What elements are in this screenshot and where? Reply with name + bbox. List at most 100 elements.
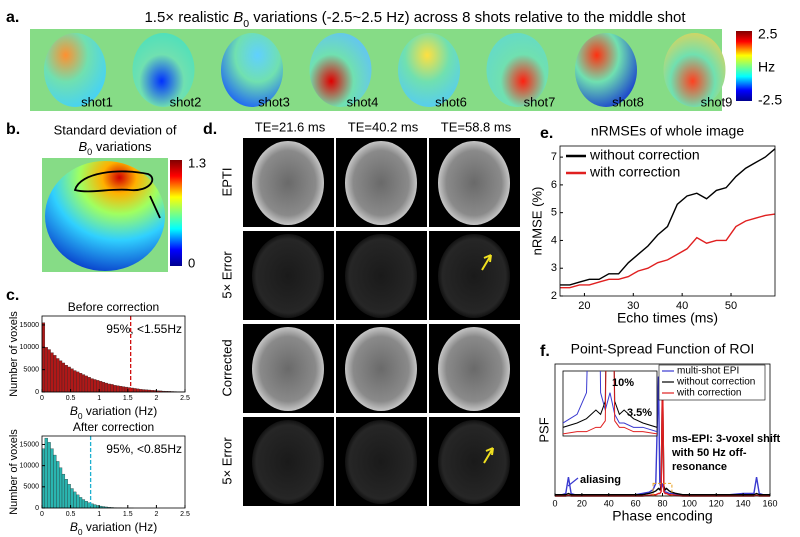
x-axis-label: B0 variation (Hz) bbox=[70, 520, 157, 537]
histogram-bar bbox=[79, 497, 83, 509]
histogram-bar bbox=[53, 454, 57, 509]
text-part: B bbox=[70, 404, 78, 418]
shot-label: shot6 bbox=[435, 94, 467, 109]
x-tick-label: 2.5 bbox=[180, 511, 190, 518]
arrow bbox=[481, 254, 492, 271]
panel-label: f. bbox=[540, 343, 550, 360]
histogram-bar bbox=[56, 461, 60, 509]
x-tick-label: 2 bbox=[154, 511, 158, 518]
inset-annotation: 3.5% bbox=[627, 407, 652, 419]
x-tick-label: 0 bbox=[552, 498, 557, 508]
shot-label: shot3 bbox=[258, 94, 290, 109]
text-part: variation (Hz) bbox=[83, 520, 158, 534]
legend-label: without correction bbox=[676, 377, 755, 388]
text-part: B bbox=[79, 139, 88, 154]
field-map bbox=[575, 33, 637, 107]
histogram-bar bbox=[116, 385, 120, 393]
chart-title: Before correction bbox=[68, 300, 159, 314]
annotation-arrow bbox=[567, 477, 579, 487]
brain-image bbox=[252, 141, 324, 225]
y-tick-label: 3 bbox=[551, 262, 557, 274]
text-part: variation (Hz) bbox=[83, 404, 158, 418]
text-part: 0 bbox=[78, 411, 83, 421]
error-map bbox=[345, 420, 417, 504]
histogram-bar bbox=[59, 467, 63, 509]
histogram-bar bbox=[50, 448, 54, 509]
error-map bbox=[438, 234, 510, 318]
histogram-bar bbox=[61, 362, 66, 393]
chart-title: Point-Spread Function of ROI bbox=[571, 341, 755, 357]
axes-frame bbox=[41, 435, 186, 509]
legend-label: with correction bbox=[676, 388, 741, 399]
text-part: B bbox=[70, 520, 78, 534]
inset-line bbox=[563, 371, 657, 433]
y-axis-label: Number of voxels bbox=[8, 429, 20, 515]
histogram-bar bbox=[47, 442, 51, 509]
histogram-bar bbox=[93, 379, 97, 393]
field-map bbox=[398, 33, 460, 107]
histogram-bar bbox=[73, 491, 77, 509]
y-tick-label: 5000 bbox=[23, 366, 39, 373]
brain-image bbox=[345, 327, 417, 411]
threshold-label: 95%, <0.85Hz bbox=[106, 442, 182, 456]
shot-label: shot7 bbox=[524, 94, 556, 109]
histogram-bar bbox=[44, 437, 48, 509]
data-line bbox=[560, 213, 776, 289]
histogram-bar bbox=[67, 484, 71, 509]
histogram-bar bbox=[93, 504, 97, 509]
x-axis-label: B0 variation (Hz) bbox=[70, 404, 157, 421]
legend-box bbox=[658, 364, 766, 401]
y-tick-label: 0 bbox=[35, 389, 39, 396]
histogram-bar bbox=[73, 370, 77, 393]
field-map bbox=[663, 33, 726, 107]
legend-label: with correction bbox=[589, 164, 680, 180]
histogram-bar bbox=[76, 371, 80, 393]
panel-label: c. bbox=[6, 287, 19, 304]
text-part: B bbox=[233, 9, 243, 26]
shot-label: shot9 bbox=[701, 94, 733, 109]
annotation: with 50 Hz off- bbox=[671, 447, 747, 459]
colorbar bbox=[736, 31, 752, 101]
y-tick-label: 0 bbox=[35, 505, 39, 512]
x-tick-label: 30 bbox=[627, 300, 639, 312]
y-tick-label: 5 bbox=[551, 207, 557, 219]
panel-title: 1.5× realistic B0 variations (-2.5~2.5 H… bbox=[144, 9, 686, 30]
histogram-bar bbox=[84, 375, 88, 393]
text-part: 0 bbox=[78, 527, 83, 537]
x-tick-label: 0 bbox=[40, 395, 44, 402]
colorbar-label: -2.5 bbox=[758, 92, 782, 108]
y-tick-label: 7 bbox=[551, 151, 557, 163]
brain-image bbox=[345, 141, 417, 225]
field-map bbox=[486, 33, 549, 107]
x-tick-label: 1.5 bbox=[123, 511, 133, 518]
row-label: EPTI bbox=[219, 168, 234, 197]
x-tick-label: 2 bbox=[154, 395, 158, 402]
column-label: TE=21.6 ms bbox=[255, 119, 326, 134]
histogram-bar bbox=[61, 473, 66, 509]
panel-title: Standard deviation of bbox=[54, 122, 177, 137]
x-tick-label: 20 bbox=[577, 498, 587, 508]
histogram-bar bbox=[79, 373, 83, 393]
row-label: Corrected bbox=[219, 339, 234, 396]
histogram-bar bbox=[121, 386, 126, 393]
histogram-bar bbox=[110, 384, 114, 393]
histogram-bar bbox=[64, 365, 68, 393]
histogram-bar bbox=[41, 448, 46, 509]
roi-outline bbox=[73, 170, 161, 219]
histogram-bar bbox=[44, 347, 48, 393]
x-tick-label: 40 bbox=[604, 498, 614, 508]
threshold-label: 95%, <1.55Hz bbox=[106, 322, 182, 336]
y-tick-label: 5000 bbox=[23, 484, 39, 491]
histogram-bar bbox=[90, 378, 94, 393]
field-map bbox=[221, 33, 283, 107]
x-tick-label: 1.5 bbox=[123, 395, 133, 402]
histogram-bar bbox=[87, 377, 91, 393]
legend-label: without correction bbox=[589, 147, 700, 163]
inset-annotation: 10% bbox=[612, 377, 634, 389]
data-line bbox=[560, 148, 776, 286]
panel-subtitle: B0 variations bbox=[79, 139, 152, 157]
histogram-bar bbox=[81, 499, 86, 509]
histogram-bar bbox=[84, 501, 88, 509]
brain-image bbox=[438, 141, 510, 225]
